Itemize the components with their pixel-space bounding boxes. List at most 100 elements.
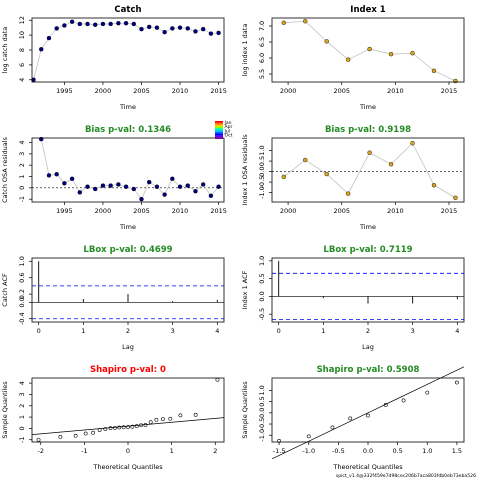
data-point: [170, 176, 175, 181]
legend-label: Jan: [224, 120, 232, 126]
x-tick-label: 2005: [133, 87, 150, 95]
qq-point: [383, 403, 388, 407]
qq-reference-line: [31, 417, 225, 435]
data-point: [100, 183, 106, 188]
x-tick-label: -1.0: [302, 447, 315, 455]
y-tick-label: 8: [18, 48, 26, 52]
y-tick-label: 0.5: [258, 156, 266, 166]
y-tick-label: 0.5: [258, 396, 266, 406]
qq-point: [306, 434, 311, 439]
version-footer: spict_v1.4@332f459e7d98cec206b7aca803fdb…: [336, 473, 476, 479]
y-tick-label: 0: [18, 426, 26, 430]
qq-point: [454, 380, 459, 385]
panel-catch-qq: Shapiro p-val: 0 Theoretical Quantiles Sam…: [1, 365, 225, 471]
y-tick-label: -0.4: [18, 312, 26, 325]
data-point: [139, 26, 144, 32]
plot-frame: [31, 257, 225, 323]
data-point: [77, 190, 83, 195]
data-point: [62, 23, 67, 28]
qq-point: [366, 413, 370, 418]
x-tick-label: 2015: [210, 207, 227, 215]
y-tick-label: 3: [18, 152, 26, 156]
qq-point: [113, 425, 117, 430]
qq-point: [148, 420, 153, 425]
y-tick-label: 12: [18, 16, 26, 24]
y-tick-label: 3: [18, 392, 26, 396]
legend-swatch: [215, 133, 223, 136]
legend-swatch: [215, 128, 223, 130]
x-tick-label: 4: [455, 327, 459, 335]
data-point: [131, 186, 136, 192]
x-tick-label: 2010: [387, 207, 404, 215]
y-tick-label: 1.0: [258, 385, 266, 395]
qq-point: [193, 412, 198, 417]
y-tick-label: 2: [18, 404, 26, 408]
legend-label: Jul: [224, 128, 231, 134]
data-point: [77, 21, 83, 27]
data-point: [185, 26, 190, 31]
data-point: [208, 31, 214, 36]
x-tick-label: 1: [321, 327, 325, 335]
x-tick-label: 2: [126, 327, 130, 335]
data-point: [367, 46, 372, 52]
x-tick-label: 1995: [56, 87, 73, 95]
qq-point: [126, 425, 130, 429]
data-point: [162, 29, 167, 35]
data-point: [54, 172, 59, 177]
x-tick-label: 0: [126, 447, 130, 455]
y-tick-label: 4: [18, 78, 26, 82]
panel-index1: Index 1 Time log index 1 data 2000 2005 2010 2…: [241, 5, 465, 111]
data-point: [93, 22, 98, 27]
x-axis-label: Time: [359, 223, 376, 231]
x-tick-label: 2000: [95, 207, 112, 215]
legend-swatch: [215, 124, 223, 127]
data-point: [100, 21, 106, 27]
y-tick-label: 0: [18, 186, 26, 190]
data-point: [46, 35, 52, 41]
data-point: [177, 184, 183, 189]
y-tick-label: -1.0: [258, 186, 266, 199]
legend-swatch: [215, 131, 223, 134]
data-point: [388, 51, 394, 57]
panel-title: LBox p-val: 0.4699: [83, 245, 172, 255]
panel-index-qq: Shapiro p-val: 0.5908 Theoretical Quantil…: [241, 365, 465, 471]
y-tick-label: 6: [18, 63, 26, 67]
qq-point: [348, 416, 353, 421]
x-axis-label: Time: [359, 103, 376, 111]
qq-point: [36, 437, 41, 442]
panel-title: LBox p-val: 0.7119: [323, 245, 412, 255]
y-tick-label: 5.5: [258, 69, 266, 79]
data-point: [193, 29, 198, 34]
data-point: [62, 181, 67, 186]
y-tick-label: 0.0: [258, 291, 266, 301]
plot-frame: [31, 137, 225, 203]
data-point: [345, 57, 351, 62]
plot-frame: [31, 377, 225, 443]
data-point: [303, 19, 308, 24]
data-point: [46, 173, 52, 178]
qq-point: [58, 435, 63, 439]
y-axis-label: log catch data: [1, 27, 9, 73]
qq-point: [108, 426, 113, 431]
data-point: [410, 51, 415, 56]
y-tick-label: 0.6: [18, 273, 26, 283]
x-axis-label: Theoretical Quantiles: [92, 463, 163, 471]
x-axis-label: Theoretical Quantiles: [332, 463, 403, 471]
data-point: [108, 21, 113, 27]
x-tick-label: 2015: [210, 87, 227, 95]
data-point: [139, 196, 144, 202]
y-axis-label: Catch ACF: [1, 273, 9, 307]
qq-point: [103, 427, 108, 431]
x-tick-label: 2010: [387, 87, 404, 95]
x-tick-label: 0: [37, 327, 41, 335]
qq-point: [425, 390, 430, 395]
qq-point: [143, 423, 148, 427]
data-point: [367, 150, 372, 155]
x-tick-label: 1: [81, 327, 85, 335]
plot-frame: [271, 17, 465, 83]
data-point: [324, 39, 329, 44]
data-point: [410, 141, 415, 146]
data-point: [193, 189, 198, 194]
y-tick-label: -1: [18, 196, 26, 202]
